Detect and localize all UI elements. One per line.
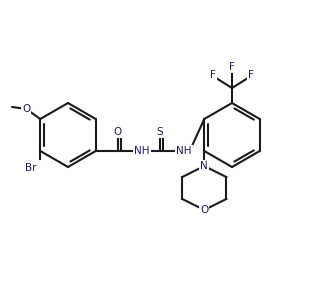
Text: F: F [210, 70, 216, 80]
Text: N: N [200, 161, 208, 171]
Text: O: O [114, 127, 122, 137]
Text: O: O [22, 104, 30, 114]
Text: F: F [229, 62, 235, 72]
Text: NH: NH [134, 146, 150, 156]
Text: O: O [200, 205, 208, 215]
Text: N: N [200, 161, 208, 171]
Text: Br: Br [25, 163, 36, 173]
Text: NH: NH [176, 146, 191, 156]
Text: S: S [156, 127, 163, 137]
Text: F: F [248, 70, 254, 80]
